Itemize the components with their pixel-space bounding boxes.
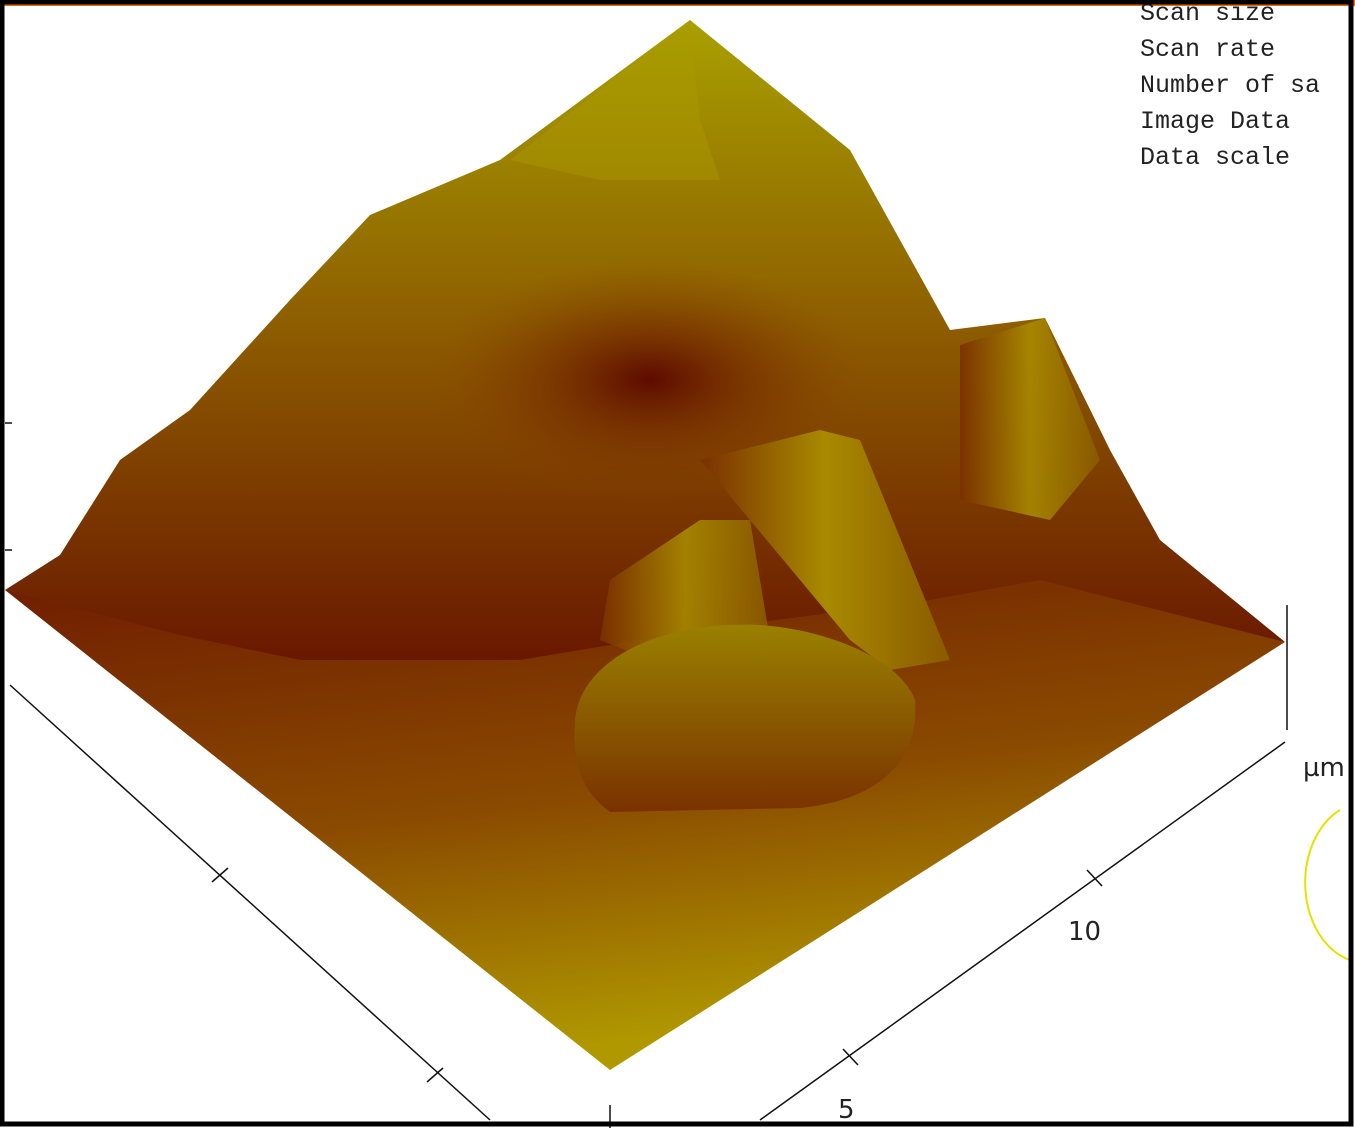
axis-tick-label: 10 bbox=[1068, 917, 1101, 947]
surface-pit bbox=[430, 260, 870, 500]
axis-line bbox=[759, 741, 1286, 1121]
surface-highlight bbox=[510, 20, 720, 180]
info-line: Scan size bbox=[1140, 0, 1275, 28]
surface-base bbox=[5, 560, 1285, 1070]
surface-block bbox=[700, 430, 950, 670]
info-line: Number of sa bbox=[1140, 71, 1320, 100]
axis-tick-label: 5 bbox=[838, 1095, 855, 1125]
info-line: Data scale bbox=[1140, 143, 1290, 172]
surface-mound bbox=[574, 624, 916, 812]
axis-tick bbox=[426, 1067, 444, 1083]
axis-tick bbox=[1086, 869, 1103, 887]
axis-tick bbox=[211, 867, 229, 883]
info-line: Image Data bbox=[1140, 107, 1290, 136]
axis-tick bbox=[842, 1048, 859, 1066]
axis-unit: µm bbox=[1303, 753, 1345, 783]
color-wheel-edge bbox=[1304, 809, 1351, 961]
surface-block bbox=[960, 318, 1100, 520]
axis-line bbox=[9, 684, 491, 1121]
info-line: Scan rate bbox=[1140, 35, 1275, 64]
